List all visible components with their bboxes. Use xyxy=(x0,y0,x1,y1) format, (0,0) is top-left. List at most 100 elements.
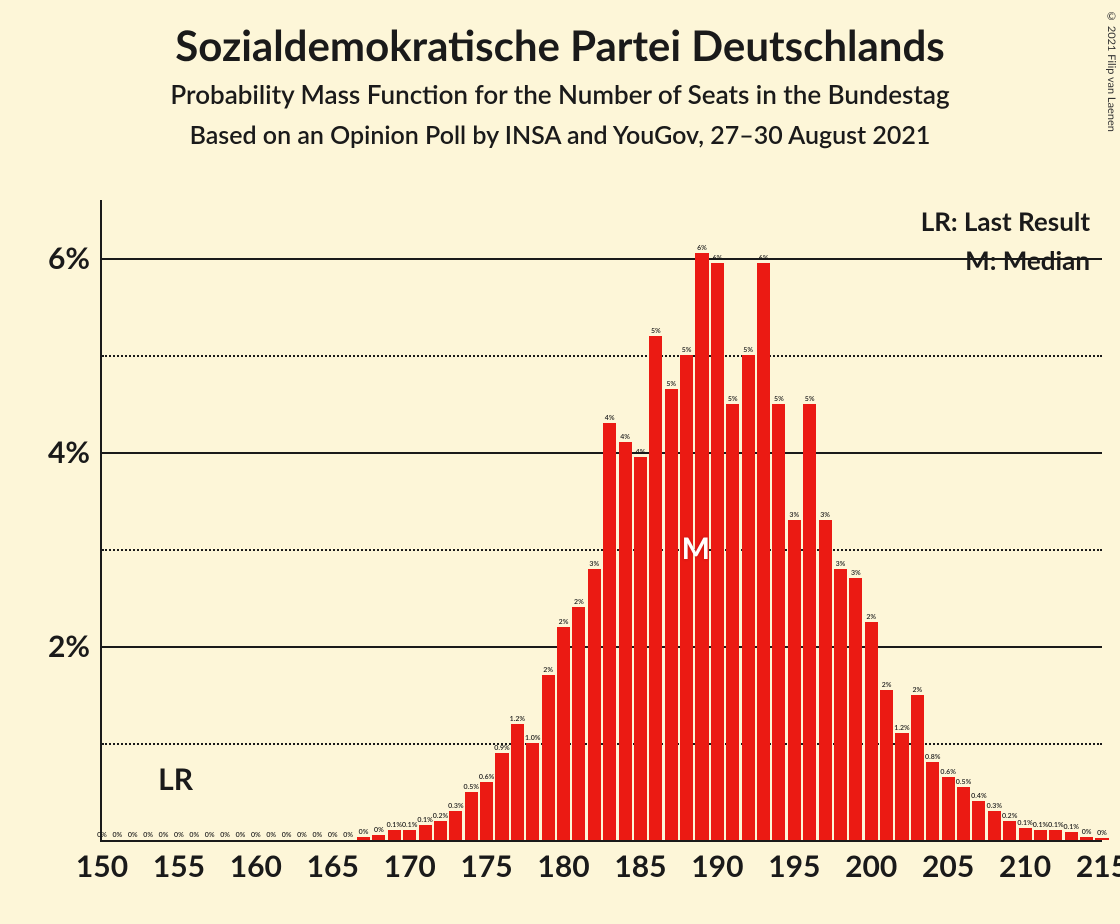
bar-value-label: 0% xyxy=(374,826,384,835)
bar-value-label: 0.1% xyxy=(1033,821,1048,830)
bar-value-label: 5% xyxy=(774,395,784,404)
bar-value-label: 0% xyxy=(282,831,292,840)
bar-value-label: 1.0% xyxy=(525,734,540,743)
x-axis-label: 160 xyxy=(220,848,292,884)
bar-value-label: 3% xyxy=(789,511,799,520)
bar: 0.2% xyxy=(1003,821,1016,840)
x-axis-label: 210 xyxy=(989,848,1061,884)
chart-title: Sozialdemokratische Partei Deutschlands xyxy=(0,20,1120,70)
y-axis-label: 2% xyxy=(40,628,90,664)
gridline-minor xyxy=(102,743,1102,745)
bar-value-label: 2% xyxy=(574,598,584,607)
x-axis-label: 215 xyxy=(1066,848,1120,884)
bar: 0.1% xyxy=(1034,830,1047,840)
bar-value-label: 0% xyxy=(174,831,184,840)
bar-value-label: 0.9% xyxy=(494,744,509,753)
bar-value-label: 2% xyxy=(559,618,569,627)
legend-last-result: LR: Last Result xyxy=(921,202,1090,241)
bar-value-label: 0.1% xyxy=(1048,821,1063,830)
bar-value-label: 0.4% xyxy=(971,792,986,801)
gridline xyxy=(102,646,1102,648)
bar: 2% xyxy=(911,695,924,840)
bar: 2% xyxy=(557,627,570,840)
bar-value-label: 0.5% xyxy=(463,783,478,792)
x-axis-label: 165 xyxy=(297,848,369,884)
marker-median: M xyxy=(682,530,710,566)
x-axis-label: 195 xyxy=(758,848,830,884)
bar: 0.2% xyxy=(434,821,447,840)
bar: 0.1% xyxy=(1049,830,1062,840)
bar: 2% xyxy=(572,607,585,840)
bar: 4% xyxy=(603,423,616,840)
bar-value-label: 0% xyxy=(266,831,276,840)
gridline xyxy=(102,452,1102,454)
bar-value-label: 0% xyxy=(328,831,338,840)
bar-value-label: 0.3% xyxy=(448,802,463,811)
bar-value-label: 0% xyxy=(128,831,138,840)
bar: 1.2% xyxy=(895,733,908,840)
bar-value-label: 0.6% xyxy=(479,773,494,782)
bar-value-label: 0% xyxy=(313,831,323,840)
bar: 5% xyxy=(742,355,755,840)
bar: 3% xyxy=(834,569,847,841)
chart-subtitle-2: Based on an Opinion Poll by INSA and You… xyxy=(0,120,1120,150)
bar: 0.6% xyxy=(942,777,955,840)
bar: 3% xyxy=(819,520,832,840)
bar-value-label: 0.2% xyxy=(433,812,448,821)
bar-value-label: 0.2% xyxy=(1002,812,1017,821)
bar: 5% xyxy=(772,404,785,840)
x-axis-label: 205 xyxy=(912,848,984,884)
bar: 3% xyxy=(788,520,801,840)
bar: 5% xyxy=(680,355,693,840)
bar: 0% xyxy=(1095,838,1108,840)
bar: 5% xyxy=(803,404,816,840)
bar-value-label: 2% xyxy=(882,681,892,690)
bar: 0.6% xyxy=(480,782,493,840)
bar: 1.0% xyxy=(526,743,539,840)
bar: 5% xyxy=(665,389,678,840)
bar-value-label: 0% xyxy=(159,831,169,840)
bar-value-label: 4% xyxy=(605,414,615,423)
bar: 2% xyxy=(865,622,878,840)
bar-value-label: 5% xyxy=(651,327,661,336)
bar-value-label: 3% xyxy=(589,560,599,569)
bar-value-label: 0.3% xyxy=(987,802,1002,811)
bar: 0.1% xyxy=(1019,828,1032,840)
chart-subtitle-1: Probability Mass Function for the Number… xyxy=(0,78,1120,110)
bar: 0.5% xyxy=(465,792,478,840)
bar: 0.3% xyxy=(988,811,1001,840)
bar: 2% xyxy=(542,675,555,840)
bar: 0.8% xyxy=(926,762,939,840)
pmf-bar-chart: 0%0%0%0%0%0%0%0%0%0%0%0%0%0%0%0%0%0%0%0.… xyxy=(40,200,1100,900)
bar: 1.2% xyxy=(511,724,524,840)
bar: 0.1% xyxy=(403,830,416,840)
bar-value-label: 0.5% xyxy=(956,778,971,787)
bar-value-label: 0.1% xyxy=(1017,819,1032,828)
bar: 0.4% xyxy=(972,801,985,840)
bar: 0.9% xyxy=(495,753,508,840)
bar-value-label: 1.2% xyxy=(510,715,525,724)
bar-value-label: 5% xyxy=(805,395,815,404)
bar-value-label: 2% xyxy=(913,686,923,695)
bar: 5% xyxy=(726,404,739,840)
bar: 0.1% xyxy=(388,830,401,840)
copyright-text: © 2021 Filip van Laenen xyxy=(1105,10,1118,132)
chart-legend: LR: Last Result M: Median xyxy=(921,202,1090,280)
bar: 4% xyxy=(634,457,647,840)
x-axis-label: 150 xyxy=(66,848,138,884)
x-axis-label: 175 xyxy=(451,848,523,884)
bar-value-label: 0% xyxy=(359,828,369,837)
legend-median: M: Median xyxy=(921,241,1090,280)
gridline-minor xyxy=(102,355,1102,357)
bar-value-label: 0.1% xyxy=(417,816,432,825)
bar: 2% xyxy=(880,690,893,840)
bar-value-label: 5% xyxy=(728,395,738,404)
marker-last-result: LR xyxy=(158,761,193,797)
bar-value-label: 2% xyxy=(543,666,553,675)
bar-value-label: 5% xyxy=(666,380,676,389)
bar: 6% xyxy=(757,263,770,840)
x-axis-label: 190 xyxy=(681,848,753,884)
x-axis-label: 185 xyxy=(604,848,676,884)
bar-value-label: 0% xyxy=(143,831,153,840)
bar-value-label: 5% xyxy=(743,346,753,355)
